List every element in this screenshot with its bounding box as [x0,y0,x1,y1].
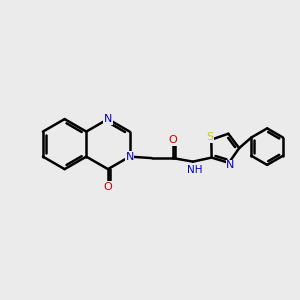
Text: O: O [169,135,177,146]
Text: NH: NH [187,166,202,176]
Text: N: N [125,152,134,162]
Text: S: S [206,132,213,142]
Text: O: O [103,182,112,192]
Text: N: N [104,114,112,124]
Text: N: N [226,160,235,170]
